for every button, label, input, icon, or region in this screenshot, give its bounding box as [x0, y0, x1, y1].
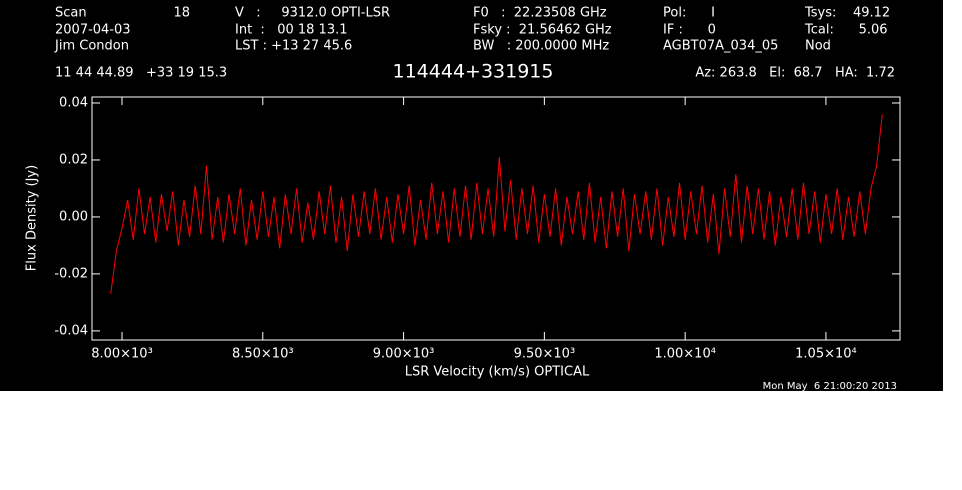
- coordinates: 11 44 44.89 +33 19 15.3: [55, 66, 227, 81]
- timestamp: Mon May 6 21:00:20 2013: [763, 381, 897, 392]
- if: IF : 0: [663, 23, 716, 38]
- y-tick-label: 0.04: [59, 95, 88, 110]
- lst: LST : +13 27 45.6: [235, 39, 352, 54]
- tcal: Tcal: 5.06: [804, 23, 888, 38]
- x-tick-label: 8.50×10³: [232, 347, 294, 362]
- plot-frame: [91, 96, 901, 341]
- procedure: Nod: [805, 39, 831, 54]
- x-tick-label: 1.05×10⁴: [795, 347, 857, 362]
- x-tick-label: 8.00×10³: [91, 347, 153, 362]
- y-tick-label: -0.02: [54, 266, 88, 281]
- x-tick-label: 9.50×10³: [514, 347, 576, 362]
- integration: Int : 00 18 13.1: [235, 23, 348, 38]
- scan-label: Scan: [55, 6, 87, 21]
- project: AGBT07A_034_05: [663, 39, 778, 54]
- y-tick-label: 0.00: [59, 209, 88, 224]
- fsky: Fsky : 21.56462 GHz: [473, 23, 612, 38]
- source-name: 114444+331915: [393, 61, 554, 83]
- tsys: Tsys: 49.12: [804, 6, 890, 21]
- y-axis-label: Flux Density (Jy): [25, 165, 40, 271]
- bandwidth: BW : 200.0000 MHz: [473, 39, 609, 54]
- scan: 18: [173, 6, 190, 21]
- background: [0, 0, 943, 391]
- observer: Jim Condon: [54, 39, 129, 54]
- polarization: Pol: I: [663, 6, 715, 21]
- x-tick-label: 9.00×10³: [373, 347, 435, 362]
- x-tick-label: 1.00×10⁴: [654, 347, 716, 362]
- az-el: Az: 263.8 El: 68.7 HA: 1.72: [695, 66, 895, 81]
- x-axis-label: LSR Velocity (km/s) OPTICAL: [405, 365, 590, 380]
- y-tick-label: -0.04: [54, 323, 88, 338]
- y-tick-label: 0.02: [59, 152, 88, 167]
- date: 2007-04-03: [55, 23, 131, 38]
- velocity: V : 9312.0 OPTI-LSR: [235, 6, 390, 21]
- f0: F0 : 22.23508 GHz: [473, 6, 607, 21]
- spectrum-line: [110, 114, 883, 294]
